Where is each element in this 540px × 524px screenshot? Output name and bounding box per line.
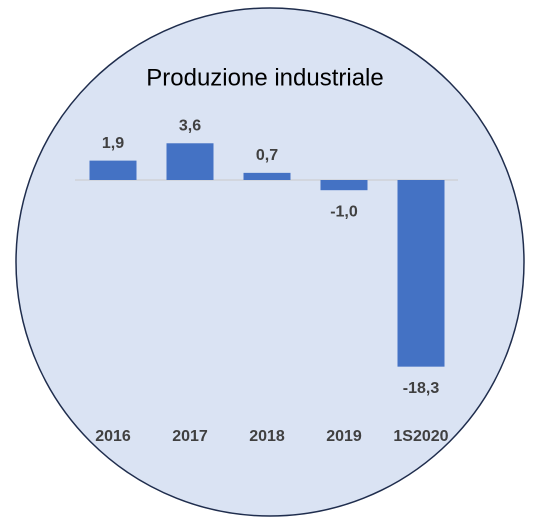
x-tick-label: 1S2020 (393, 428, 448, 445)
x-tick-label: 2019 (326, 428, 362, 445)
data-label: -18,3 (403, 380, 440, 397)
bar (89, 160, 137, 180)
bar (397, 180, 445, 367)
data-label: 0,7 (256, 147, 278, 164)
bar (320, 180, 368, 191)
bar (166, 143, 214, 180)
data-label: 1,9 (102, 135, 124, 152)
bar (243, 172, 291, 180)
data-label: -1,0 (330, 203, 358, 220)
data-label: 3,6 (179, 117, 201, 134)
x-tick-label: 2016 (95, 428, 131, 445)
x-tick-label: 2017 (172, 428, 208, 445)
x-tick-label: 2018 (249, 428, 285, 445)
chart-title: Produzione industriale (146, 64, 383, 91)
background-circle (15, 7, 525, 517)
